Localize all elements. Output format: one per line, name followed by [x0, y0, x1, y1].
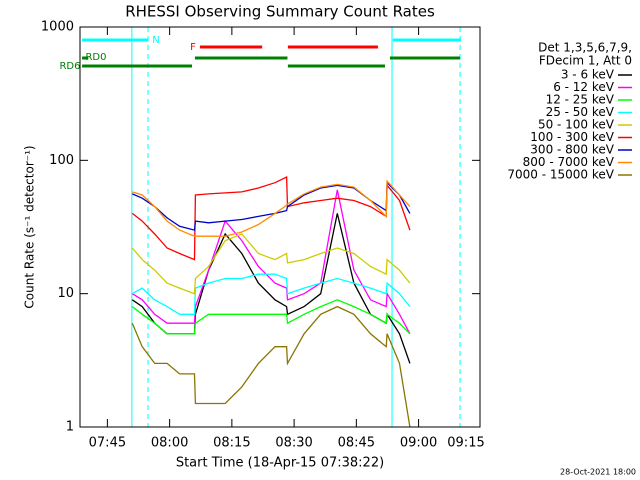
- legend-header: FDecim 1, Att 0: [539, 54, 632, 68]
- y-axis-label: Count Rate (s⁻¹ detector⁻¹): [23, 145, 37, 308]
- series-line: [131, 299, 411, 335]
- legend-label: 25 - 50 keV: [546, 105, 615, 119]
- series-line: [131, 305, 411, 428]
- legend-header: Det 1,3,5,6,7,9,: [538, 41, 632, 55]
- flag-label: RD6: [59, 61, 80, 72]
- legend-label: 800 - 7000 keV: [523, 155, 615, 169]
- x-tick-label: 09:15: [447, 436, 484, 451]
- y-tick-label: 10: [57, 286, 74, 301]
- legend-label: 50 - 100 keV: [538, 118, 615, 132]
- x-tick-label: 08:30: [275, 436, 312, 451]
- legend-label: 100 - 300 keV: [530, 130, 614, 144]
- flag-label: N: [152, 35, 159, 46]
- y-tick-label: 1000: [41, 20, 74, 35]
- legend-label: 7000 - 15000 keV: [507, 168, 614, 182]
- x-tick-label: 09:00: [400, 436, 437, 451]
- footer: 28-Oct-2021 18:00: [560, 468, 636, 477]
- legend-label: 6 - 12 keV: [553, 80, 615, 94]
- series-line: [132, 179, 411, 237]
- x-tick-label: 07:45: [89, 436, 126, 451]
- legend-label: 12 - 25 keV: [546, 93, 615, 107]
- flag-label: F: [190, 42, 196, 53]
- series-line: [131, 233, 411, 295]
- series-line: [131, 273, 411, 315]
- legend-label: 300 - 800 keV: [530, 143, 614, 157]
- y-tick-label: 100: [49, 153, 74, 168]
- x-tick-label: 08:00: [151, 436, 188, 451]
- series-line: [131, 175, 411, 261]
- x-tick-label: 08:45: [338, 436, 375, 451]
- x-axis-label: Start Time (18-Apr-15 07:38:22): [176, 456, 384, 471]
- legend-label: 3 - 6 keV: [561, 68, 615, 82]
- flag-label: RD0: [85, 52, 106, 63]
- x-tick-label: 08:15: [213, 436, 250, 451]
- series-line: [131, 189, 411, 335]
- y-tick-label: 1: [66, 420, 74, 435]
- chart-title: RHESSI Observing Summary Count Rates: [125, 3, 435, 21]
- plot-frame: [79, 26, 481, 428]
